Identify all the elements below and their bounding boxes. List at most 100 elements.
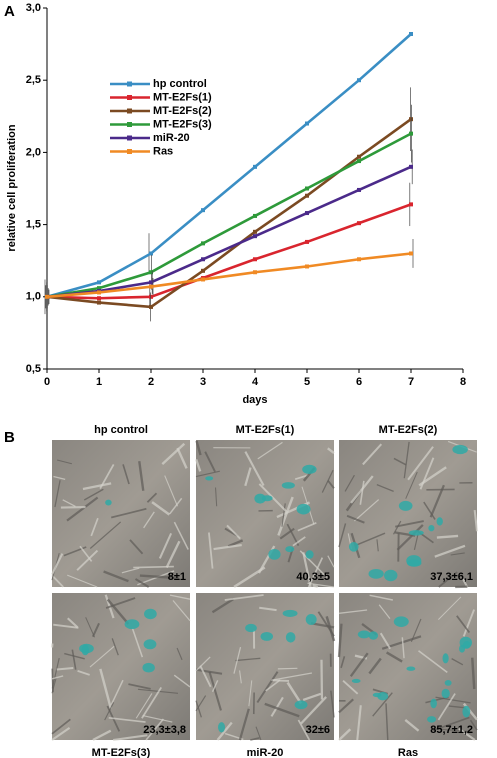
cell-fiber bbox=[413, 533, 419, 551]
cell-fiber bbox=[176, 447, 188, 469]
cell-fiber bbox=[255, 726, 262, 741]
cell-fiber bbox=[378, 604, 391, 619]
stained-cell bbox=[441, 688, 450, 699]
stained-cell bbox=[144, 608, 157, 620]
cell-fiber bbox=[297, 522, 317, 532]
x-tick-label: 3 bbox=[200, 376, 206, 388]
data-point bbox=[357, 221, 361, 226]
data-point bbox=[97, 280, 101, 285]
cell-fiber bbox=[338, 523, 347, 548]
x-axis-label: days bbox=[242, 394, 267, 406]
data-point bbox=[409, 31, 413, 36]
cell-fiber bbox=[286, 681, 302, 705]
cell-fiber bbox=[51, 727, 71, 741]
cell-fiber bbox=[458, 727, 476, 741]
cell-fiber bbox=[271, 672, 313, 681]
cell-fiber bbox=[369, 594, 393, 601]
stained-cell bbox=[245, 623, 257, 633]
stained-cell bbox=[408, 530, 424, 536]
data-point bbox=[201, 208, 205, 213]
cell-fiber bbox=[238, 708, 250, 741]
data-point bbox=[409, 117, 413, 122]
cell-fiber bbox=[195, 470, 221, 478]
cell-fiber bbox=[407, 446, 434, 481]
cell-fiber bbox=[281, 503, 286, 527]
cell-fiber bbox=[354, 499, 380, 522]
cell-fiber bbox=[91, 622, 100, 638]
legend-marker bbox=[127, 95, 132, 100]
cell-fiber bbox=[272, 679, 290, 682]
micrograph bbox=[337, 593, 478, 741]
cell-fiber bbox=[265, 679, 281, 692]
cell-fiber bbox=[376, 539, 379, 552]
cell-fiber bbox=[312, 584, 319, 589]
cell-fiber bbox=[216, 721, 233, 741]
cell-fiber bbox=[64, 652, 85, 660]
cell-fiber bbox=[138, 461, 145, 491]
data-point bbox=[149, 294, 153, 299]
data-point bbox=[305, 121, 309, 126]
cell-fiber bbox=[259, 606, 277, 612]
cell-fiber bbox=[67, 574, 98, 588]
cell-fiber bbox=[226, 524, 241, 540]
data-point bbox=[97, 290, 101, 295]
cell-fiber bbox=[451, 658, 464, 666]
cell-fiber bbox=[437, 693, 456, 721]
cell-fiber bbox=[327, 555, 335, 568]
cell-fiber bbox=[51, 574, 64, 588]
cell-fiber bbox=[355, 532, 386, 546]
cell-fiber bbox=[56, 667, 74, 671]
cell-fiber bbox=[173, 674, 191, 688]
micrograph-value: 23,3±3,8 bbox=[143, 724, 186, 736]
cell-fiber bbox=[227, 539, 244, 548]
cell-fiber bbox=[111, 507, 147, 519]
data-point bbox=[357, 78, 361, 83]
cell-fiber bbox=[89, 645, 115, 668]
data-point bbox=[357, 187, 361, 192]
y-axis-label: relative cell proliferation bbox=[6, 124, 18, 251]
stained-cell bbox=[124, 619, 140, 630]
data-point bbox=[201, 257, 205, 262]
cell-fiber bbox=[54, 480, 61, 508]
stained-cell bbox=[302, 464, 317, 474]
x-tick-label: 8 bbox=[460, 376, 466, 388]
stained-cell bbox=[368, 569, 384, 579]
cell-fiber bbox=[450, 552, 465, 556]
legend-marker bbox=[127, 149, 132, 154]
cell-fiber bbox=[392, 520, 402, 535]
cell-fiber bbox=[211, 680, 219, 693]
data-point bbox=[409, 251, 413, 256]
data-point bbox=[253, 234, 257, 239]
data-point bbox=[149, 270, 153, 275]
micrograph-title: MT-E2Fs(3) bbox=[92, 747, 151, 758]
stained-cell bbox=[430, 698, 437, 709]
cell-fiber bbox=[302, 692, 322, 701]
legend-marker bbox=[127, 108, 132, 114]
cell-fiber bbox=[79, 545, 93, 562]
cell-fiber bbox=[337, 623, 343, 658]
data-point bbox=[305, 211, 309, 216]
cell-fiber bbox=[135, 693, 153, 719]
stained-cell bbox=[105, 499, 112, 506]
micrograph bbox=[51, 440, 190, 588]
data-point bbox=[201, 268, 205, 273]
cell-fiber bbox=[77, 670, 90, 676]
cell-fiber bbox=[368, 657, 382, 675]
cell-fiber bbox=[438, 596, 462, 620]
micrograph bbox=[50, 593, 191, 742]
data-point bbox=[305, 239, 309, 244]
cell-fiber bbox=[346, 514, 365, 524]
cell-fiber bbox=[164, 475, 179, 507]
cell-fiber bbox=[235, 657, 261, 662]
cell-fiber bbox=[169, 594, 191, 600]
cell-fiber bbox=[395, 520, 424, 528]
cell-fiber bbox=[66, 496, 99, 522]
cell-fiber bbox=[195, 700, 203, 718]
legend-marker bbox=[127, 81, 132, 87]
cell-fiber bbox=[103, 570, 129, 583]
data-point bbox=[149, 280, 153, 285]
cell-fiber bbox=[51, 553, 64, 575]
cell-fiber bbox=[434, 728, 473, 733]
cell-fiber bbox=[338, 698, 354, 714]
cell-fiber bbox=[448, 705, 465, 709]
